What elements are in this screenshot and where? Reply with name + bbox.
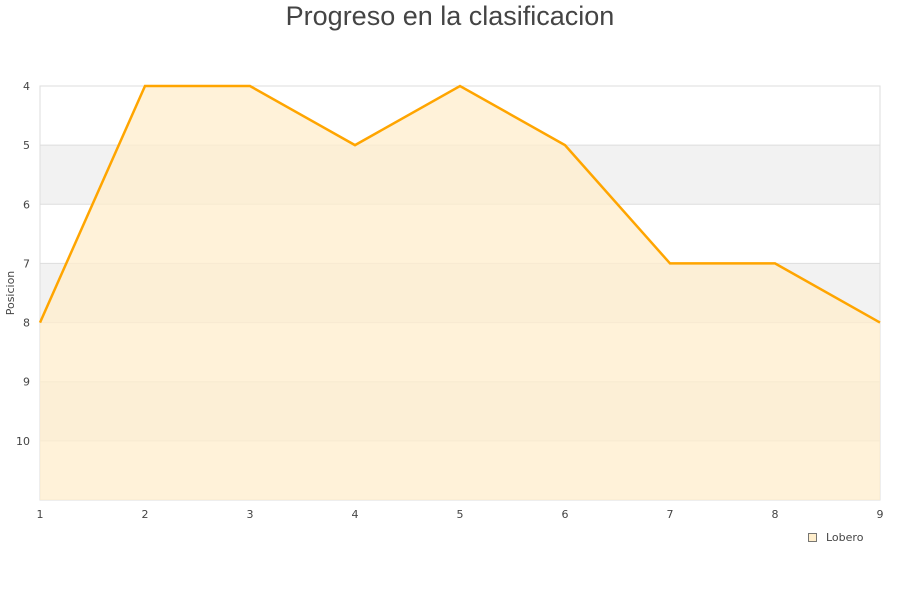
x-tick-label: 9 [877,508,884,521]
x-tick-label: 8 [772,508,779,521]
x-tick-label: 1 [37,508,44,521]
x-tick-label: 3 [247,508,254,521]
y-tick-label: 7 [23,257,30,270]
series-area [40,86,880,500]
y-tick-label: 10 [16,435,30,448]
y-axis-label: Posicion [4,271,17,316]
y-tick-label: 5 [23,139,30,152]
y-tick-label: 9 [23,376,30,389]
x-tick-label: 7 [667,508,674,521]
y-tick-label: 6 [23,198,30,211]
y-tick-label: 4 [23,80,30,93]
legend-swatch [808,533,817,542]
x-tick-label: 2 [142,508,149,521]
y-tick-label: 8 [23,317,30,330]
chart-title: Progreso en la clasificacion [285,1,615,31]
x-tick-label: 5 [457,508,464,521]
legend-label: Lobero [826,531,864,544]
x-tick-label: 6 [562,508,569,521]
x-tick-label: 4 [352,508,359,521]
